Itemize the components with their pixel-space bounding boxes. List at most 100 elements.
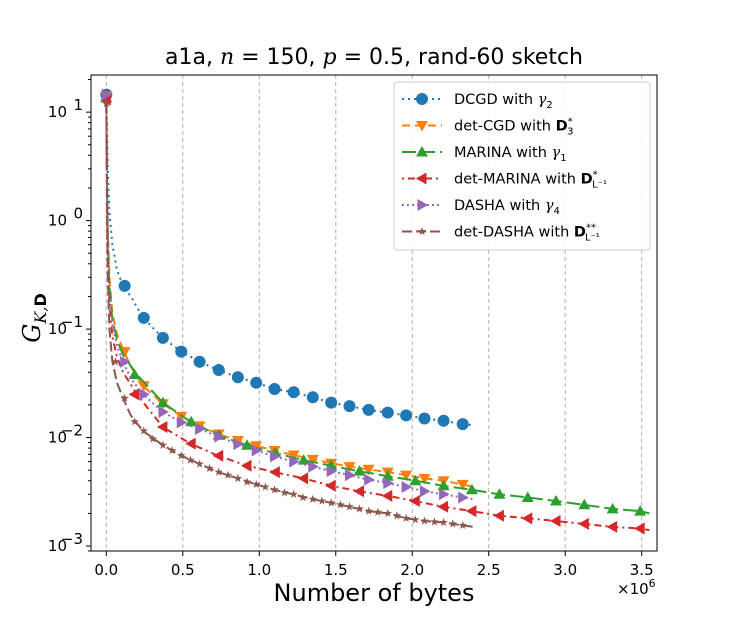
- series-marker: [362, 464, 375, 476]
- x-tick-label: 1.0: [247, 561, 271, 579]
- series-marker: [343, 462, 356, 473]
- legend-bold: D: [581, 172, 593, 188]
- series-marker: [578, 498, 591, 510]
- legend-entry: det-MARINA with D* L⁻¹: [402, 170, 607, 191]
- legend-sub: L⁻¹: [592, 180, 607, 191]
- series-marker: [308, 460, 319, 473]
- series-marker: [458, 491, 469, 504]
- legend-marker: [416, 172, 427, 185]
- legend-label: det-DASHA with D** L⁻¹: [454, 223, 600, 244]
- series-marker: [212, 449, 224, 462]
- series-marker: [241, 439, 254, 450]
- legend-sub: 1: [560, 153, 566, 164]
- series-marker: [231, 371, 244, 384]
- series-marker: [493, 488, 506, 499]
- series-layer: [100, 88, 650, 535]
- series-marker: [326, 465, 338, 478]
- legend-sub: 3: [567, 127, 573, 138]
- series-marker: [456, 479, 469, 491]
- y-tick-base: 10: [48, 429, 67, 447]
- x-tick-label: 2.0: [400, 561, 424, 579]
- series-marker: [289, 489, 298, 498]
- series-marker: [270, 485, 279, 494]
- legend-name: det-CGD with: [454, 119, 556, 135]
- legend-label: det-CGD with D* 3: [454, 117, 573, 138]
- series-marker: [418, 473, 431, 485]
- series-marker: [287, 450, 300, 462]
- series-marker: [345, 469, 356, 482]
- series-marker: [521, 512, 533, 525]
- series-marker: [381, 489, 393, 502]
- x-tick-label: 2.5: [477, 561, 501, 579]
- x-tick-label: 3.5: [630, 561, 654, 579]
- legend-box: [393, 81, 651, 251]
- series-marker: [364, 506, 373, 515]
- y-tick-base: 10: [48, 103, 67, 121]
- series-marker: [233, 438, 244, 451]
- series-marker: [148, 434, 158, 443]
- legend-entry: DCGD with γ2: [402, 92, 553, 111]
- y-label-subscript-bold: D: [31, 293, 50, 306]
- series-marker: [137, 311, 150, 324]
- series-marker: [250, 441, 263, 452]
- legend-sup: *: [568, 117, 573, 128]
- series-marker: [261, 482, 270, 491]
- series-marker: [606, 502, 619, 514]
- y-tick-label: 10: [48, 537, 67, 555]
- y-tick-exponent: 0: [73, 205, 83, 223]
- legend-math: γ: [538, 92, 547, 108]
- y-tick-label: 10: [48, 429, 67, 447]
- y-tick-base: 10: [48, 320, 67, 338]
- legend-sup: **: [586, 223, 596, 234]
- series-marker: [120, 355, 131, 368]
- x-tick-label: 0.5: [171, 561, 195, 579]
- series-marker: [120, 393, 129, 402]
- legend-name: DCGD with: [454, 92, 538, 108]
- series-marker: [214, 430, 225, 443]
- series-line: [105, 92, 474, 427]
- series-marker: [306, 454, 319, 466]
- series-marker: [156, 421, 168, 434]
- series-marker: [400, 470, 413, 482]
- y-label-subscript: K,: [31, 307, 50, 325]
- series-marker: [185, 437, 196, 450]
- series-marker: [381, 406, 394, 419]
- legend-label: det-MARINA with D* L⁻¹: [454, 170, 607, 191]
- legend-marker: [417, 199, 428, 211]
- series-marker: [128, 388, 140, 401]
- series-marker: [456, 418, 469, 431]
- series-marker: [101, 88, 113, 101]
- y-tick-exponent: −1: [61, 313, 83, 331]
- series-marker: [297, 454, 310, 465]
- series-marker: [251, 444, 263, 457]
- series-marker: [167, 446, 177, 455]
- y-tick-exponent: −3: [61, 530, 83, 548]
- series-marker: [195, 459, 204, 468]
- series-marker: [634, 522, 645, 535]
- series-marker: [185, 415, 198, 427]
- series-6: [102, 99, 474, 529]
- x-axis-ticks: 0.0 0.5 1.0 1.5 2.0 2.5 3.0 3.5: [94, 551, 654, 579]
- series-marker: [139, 426, 149, 435]
- legend-math: γ: [545, 198, 554, 214]
- legend-entry: det-DASHA with D** L⁻¹: [402, 223, 600, 244]
- series-marker: [139, 388, 150, 401]
- series-marker: [251, 479, 261, 488]
- series-marker: [270, 450, 281, 463]
- legend-marker: [416, 121, 428, 132]
- series-marker: [306, 391, 319, 404]
- legend-sup: *: [593, 170, 598, 181]
- series-marker: [175, 411, 188, 423]
- series-marker: [205, 463, 214, 472]
- series-marker: [437, 414, 450, 427]
- series-marker: [317, 496, 327, 505]
- series-marker: [269, 466, 280, 479]
- series-marker: [118, 279, 131, 292]
- series-marker: [362, 403, 375, 416]
- chart-title: a1a, n = 150, p = 0.5, rand-60 sketch: [165, 45, 583, 70]
- series-marker: [130, 417, 139, 426]
- series-marker: [420, 516, 429, 525]
- series-marker: [465, 505, 477, 518]
